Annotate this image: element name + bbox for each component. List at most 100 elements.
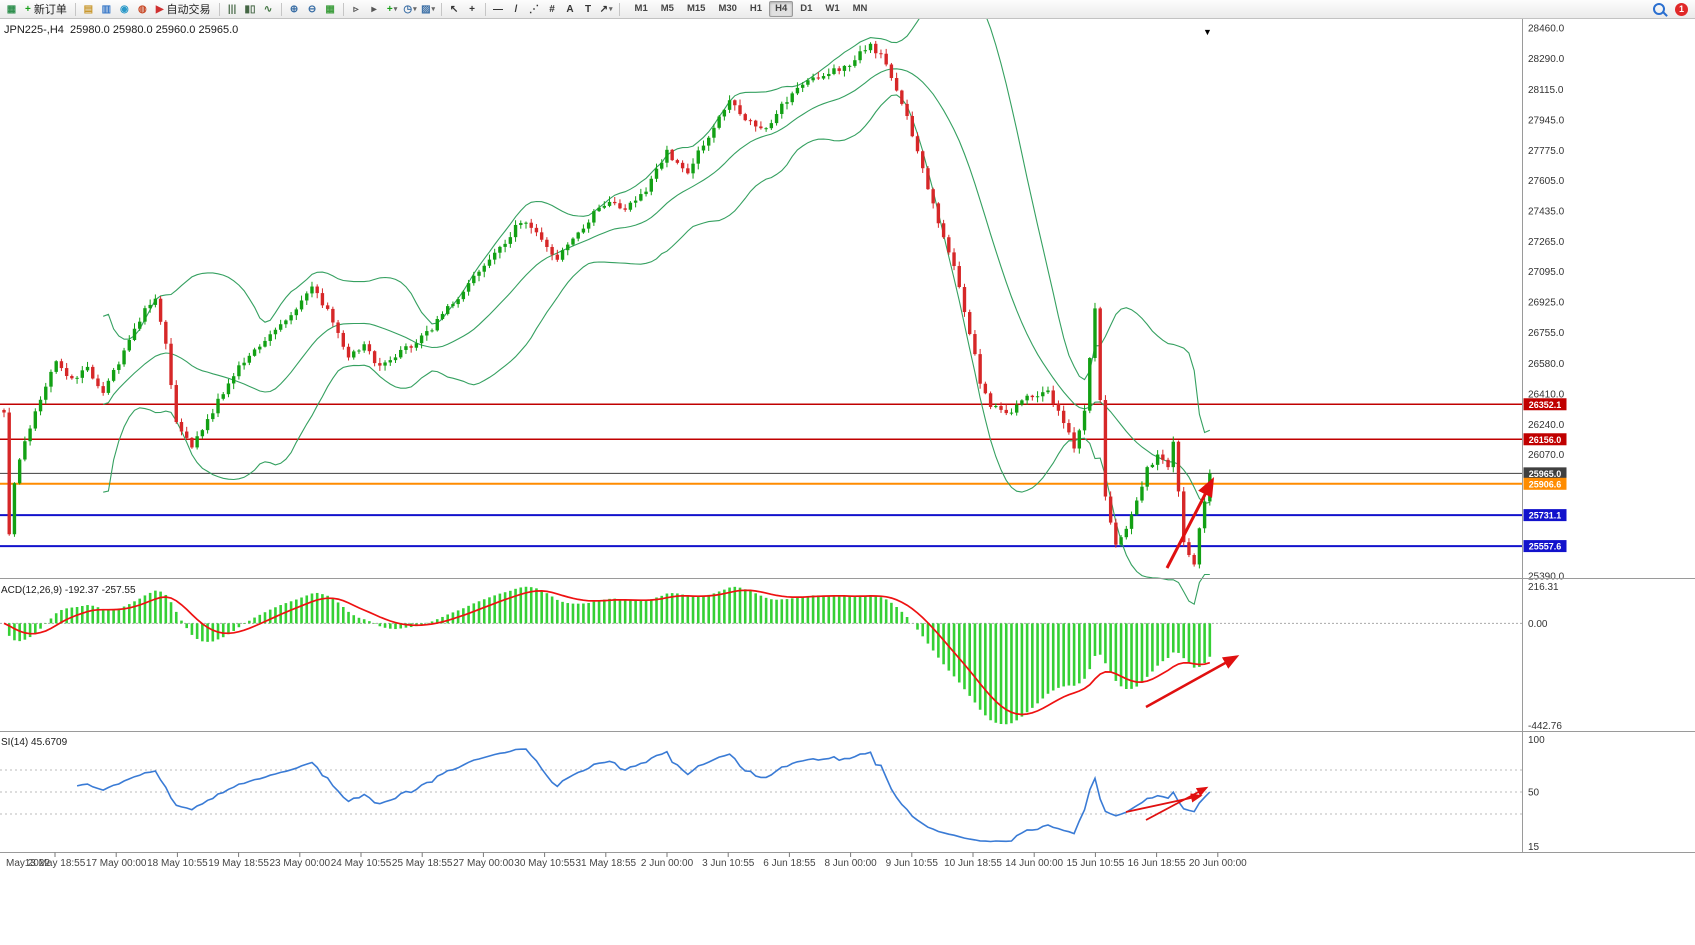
rsi-panel[interactable]: 100 50 15 — [0, 735, 1545, 853]
main-toolbar: ▦ + 新订单 ▤ ▥ ◉ ◍ ▶ 自动交易 ||| ▮▯ ∿ ⊕ ⊖ ▦ ▹ ▸ + ▾ ◷ ▾ ▨ ▾ ↖ + — / ⋰ # A T ↗… — [0, 0, 1695, 19]
price-axis-label: 26755.0 — [1528, 328, 1565, 339]
time-axis-label: May 2022 — [6, 858, 50, 869]
chart-title: JPN225-,H4 25980.0 25980.0 25960.0 25965… — [4, 24, 239, 36]
drawn-annotations[interactable]: ▼ — [1125, 27, 1240, 821]
bollinger-upper-band — [103, 19, 1211, 434]
trend-arrow-rsi-2[interactable] — [1145, 786, 1209, 821]
price-axis-label: 26580.0 — [1528, 359, 1565, 370]
label-icon: T — [584, 3, 592, 15]
candlestick-chart-icon: ▮▯ — [244, 3, 256, 15]
time-axis-label: 24 May 10:55 — [331, 858, 392, 869]
arrows-tool-icon[interactable]: ↗ ▾ — [598, 1, 615, 17]
time-axis-label: 23 May 00:00 — [269, 858, 330, 869]
timeframe-group: M1 M5 M15 M30 H1 H4 D1 W1 MN — [629, 1, 874, 17]
auto-scroll-icon: ▸ — [371, 3, 377, 15]
svg-text:25906.6: 25906.6 — [1529, 479, 1562, 489]
rsi-axis-label: 100 — [1528, 735, 1545, 746]
candlestick-chart-icon[interactable]: ▮▯ — [242, 1, 259, 17]
dropdown-arrow-icon: ▾ — [413, 6, 417, 13]
macd-panel[interactable]: 216.31 0.00 -442.76 — [0, 582, 1562, 732]
terminal-icon[interactable]: ◍ — [134, 1, 151, 17]
timeframe-m15[interactable]: M15 — [686, 3, 706, 14]
horizontal-levels[interactable] — [0, 403, 1523, 548]
channel-icon[interactable]: ⋰ — [526, 1, 543, 17]
horizontal-line-icon[interactable]: — — [490, 1, 507, 17]
macd-axis-label: -442.76 — [1528, 721, 1562, 732]
rsi-indicator-label: SI(14) 45.6709 — [1, 737, 68, 748]
trend-arrow-macd[interactable] — [1145, 655, 1240, 709]
chart-end-marker: ▼ — [1203, 27, 1212, 37]
periodicity-icon[interactable]: ◷ ▾ — [402, 1, 419, 17]
time-axis-label: 19 May 18:55 — [208, 858, 269, 869]
bars-chart-icon: ||| — [227, 3, 237, 15]
crosshair-icon[interactable]: + — [464, 1, 481, 17]
tile-windows-icon: ▦ — [325, 3, 335, 15]
data-window-icon[interactable]: ▥ — [98, 1, 115, 17]
svg-text:25731.1: 25731.1 — [1529, 511, 1562, 521]
dropdown-arrow-icon: ▾ — [393, 6, 398, 13]
timeframe-m30[interactable]: M30 — [718, 3, 737, 14]
toolbar-separator — [218, 2, 220, 16]
time-axis-label: 2 Jun 00:00 — [641, 858, 694, 869]
channel-icon: ⋰ — [529, 3, 540, 15]
price-tag-25906.6: 25906.6 — [1523, 477, 1567, 490]
price-axis-label: 27265.0 — [1528, 237, 1565, 248]
macd-axis-label: 216.31 — [1528, 582, 1559, 593]
time-axis-label: 16 Jun 18:55 — [1128, 858, 1186, 869]
market-watch-icon[interactable]: ▤ — [80, 1, 97, 17]
timeframe-h1[interactable]: H1 — [749, 3, 763, 14]
trendline-icon[interactable]: / — [508, 1, 525, 17]
time-axis-label: 30 May 10:55 — [514, 858, 575, 869]
line-chart-icon[interactable]: ∿ — [260, 1, 277, 17]
macd-indicator-label: ACD(12,26,9) -192.37 -257.55 — [1, 585, 136, 596]
new-order-button[interactable]: + 新订单 — [21, 1, 71, 17]
timeframe-m5[interactable]: M5 — [660, 3, 674, 14]
template-icon[interactable]: ▨ ▾ — [420, 1, 437, 17]
price-axis-label: 25390.0 — [1528, 572, 1565, 583]
zoom-out-icon[interactable]: ⊖ — [304, 1, 321, 17]
timeframe-m1[interactable]: M1 — [634, 3, 648, 14]
timeframe-w1[interactable]: W1 — [825, 3, 840, 14]
timeframe-h4[interactable]: H4 — [769, 1, 794, 17]
zoom-in-icon[interactable]: ⊕ — [286, 1, 303, 17]
new-order-button-label: 新订单 — [33, 4, 67, 16]
price-tag-26352.1: 26352.1 — [1523, 398, 1567, 411]
zoom-in-icon: ⊕ — [289, 3, 299, 15]
price-axis-label: 27095.0 — [1528, 267, 1565, 278]
data-window-icon: ▥ — [101, 3, 112, 15]
chart-window-icon[interactable]: ▦ — [3, 1, 20, 17]
grid-icon[interactable]: # — [544, 1, 561, 17]
text-icon: A — [566, 3, 574, 15]
notification-badge[interactable]: 1 — [1675, 2, 1688, 16]
cursor-icon[interactable]: ↖ — [446, 1, 463, 17]
time-axis-label: 31 May 18:55 — [575, 858, 636, 869]
chart-shift-icon[interactable]: ▹ — [348, 1, 365, 17]
text-icon[interactable]: A — [562, 1, 579, 17]
toolbar-separator — [618, 2, 620, 16]
terminal-icon: ◍ — [137, 3, 147, 15]
timeframe-d1[interactable]: D1 — [800, 3, 813, 14]
zoom-out-icon: ⊖ — [307, 3, 317, 15]
chart-shift-icon: ▹ — [353, 3, 359, 15]
add-indicator-icon[interactable]: + ▾ — [384, 1, 401, 17]
time-axis-label: 13 May 18:55 — [25, 858, 86, 869]
search-icon[interactable] — [1653, 3, 1665, 15]
tile-windows-icon[interactable]: ▦ — [322, 1, 339, 17]
navigator-icon[interactable]: ◉ — [116, 1, 133, 17]
trend-arrow-main[interactable] — [1165, 477, 1215, 569]
price-axis-label: 26410.0 — [1528, 389, 1565, 400]
auto-scroll-icon[interactable]: ▸ — [366, 1, 383, 17]
bollinger-middle-band — [103, 68, 1210, 505]
price-axis-label: 27775.0 — [1528, 146, 1565, 157]
toolbar-icon-group: ▦ + 新订单 ▤ ▥ ◉ ◍ ▶ 自动交易 ||| ▮▯ ∿ ⊕ ⊖ ▦ ▹ ▸ + ▾ ◷ ▾ ▨ ▾ ↖ + — / ⋰ # A T ↗… — [3, 1, 623, 17]
timeframe-mn[interactable]: MN — [852, 3, 868, 14]
time-axis-label: 20 Jun 00:00 — [1189, 858, 1247, 869]
autotrade-button[interactable]: ▶ 自动交易 — [152, 1, 215, 17]
price-tag-26156.0: 26156.0 — [1523, 433, 1567, 446]
label-icon[interactable]: T — [580, 1, 597, 17]
autotrade-button-label: 自动交易 — [166, 4, 211, 16]
bars-chart-icon[interactable]: ||| — [224, 1, 241, 17]
chart-canvas[interactable]: 216.31 0.00 -442.76 100 50 15 26352.1 26156.0 25… — [0, 19, 1695, 945]
rsi-line — [76, 748, 1211, 843]
